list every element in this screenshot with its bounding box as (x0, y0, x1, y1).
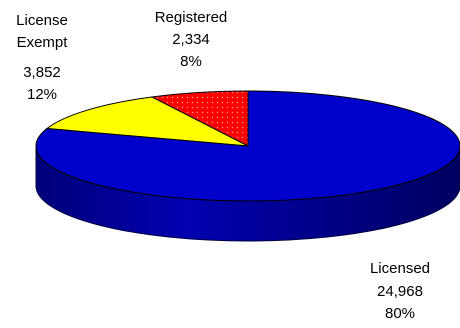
label-registered-name: Registered (155, 9, 228, 26)
label-license-exempt: License Exempt 3,852 12% (16, 12, 68, 103)
label-registered: Registered 2,334 8% (155, 9, 228, 70)
label-license-exempt-word2: Exempt (17, 34, 69, 51)
slice-registered (150, 90, 249, 147)
label-licensed-value: 24,968 (377, 283, 423, 300)
label-registered-value: 2,334 (172, 31, 210, 48)
label-licensed: Licensed 24,968 80% (370, 260, 430, 322)
label-licensed-name: Licensed (370, 260, 430, 277)
label-license-exempt-value: 3,852 (23, 64, 61, 81)
label-license-exempt-word1: License (16, 12, 68, 29)
label-registered-percent: 8% (180, 53, 202, 70)
slice-licensed (35, 90, 460, 202)
slice-license-exempt (45, 96, 249, 147)
label-licensed-percent: 80% (385, 305, 415, 322)
label-license-exempt-percent: 12% (27, 86, 57, 103)
